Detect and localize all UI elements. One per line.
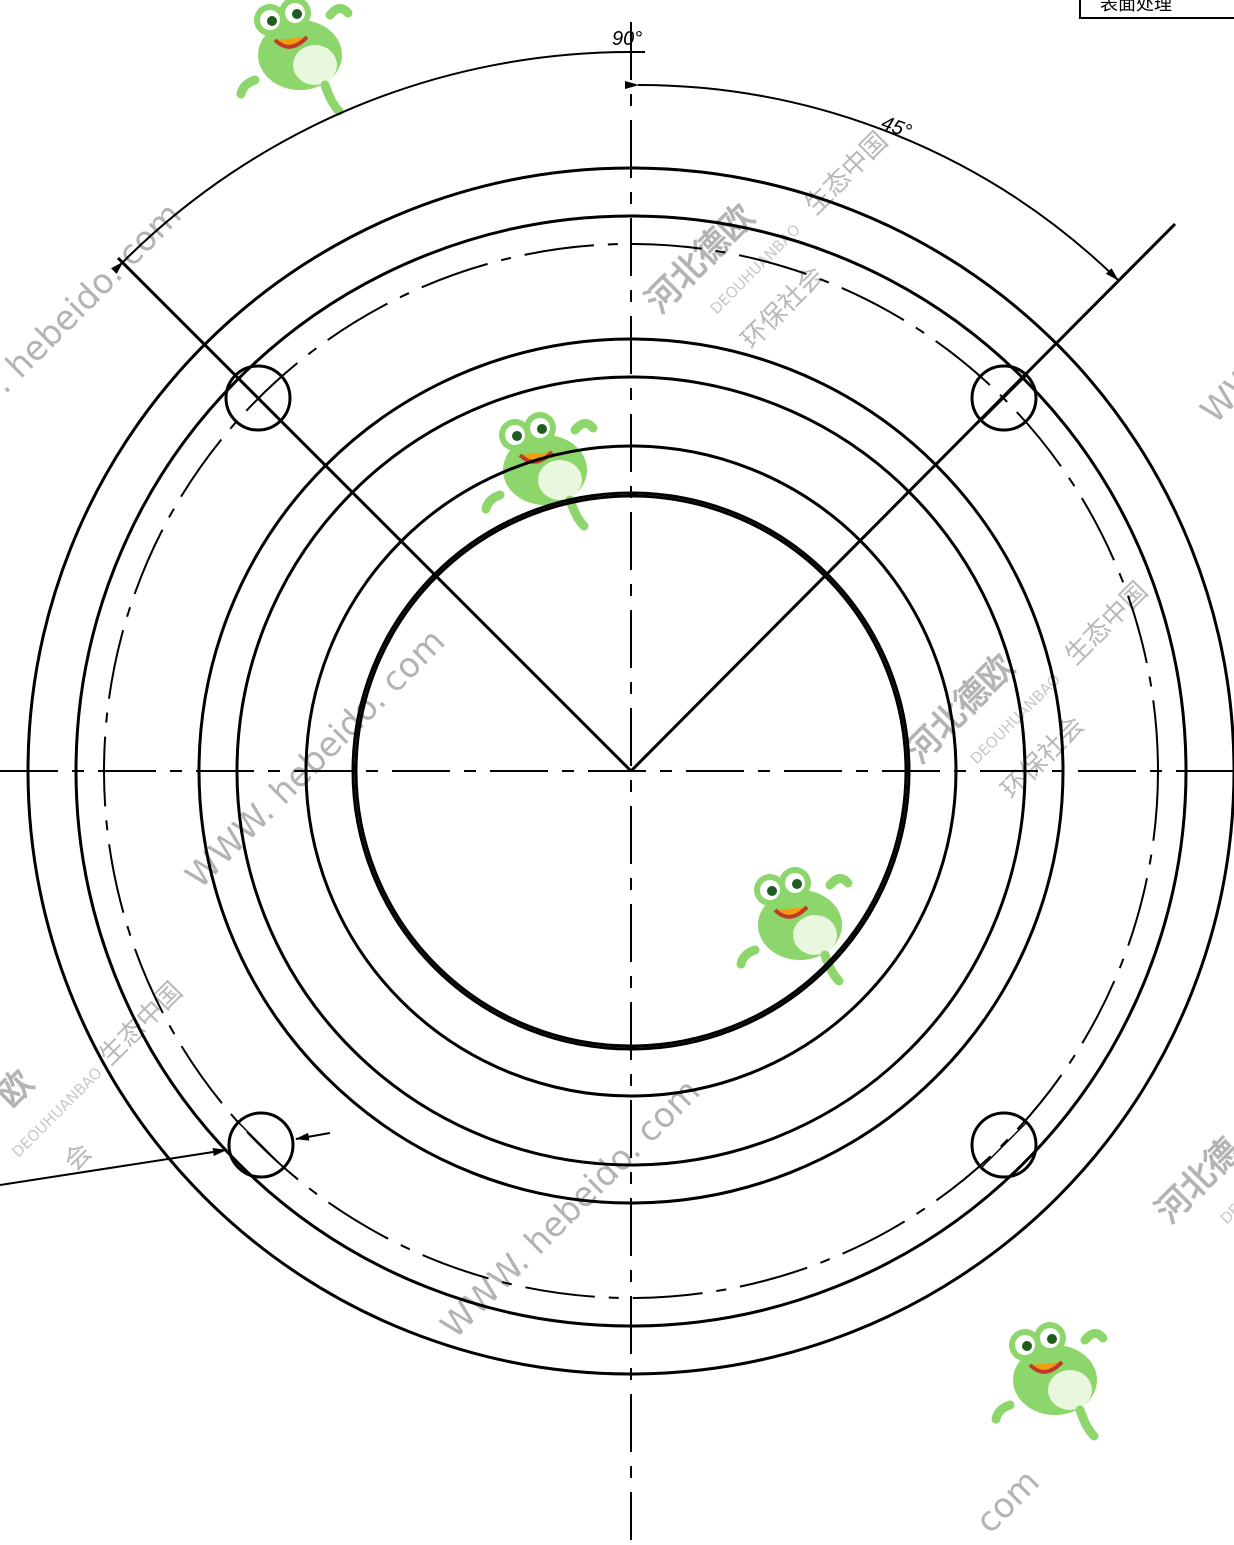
- bolt-holes: [224, 364, 1038, 1179]
- inner-bore-circle: [354, 494, 908, 1048]
- watermark-url-bottom: WWW. hebeido. com: [433, 1071, 708, 1346]
- title-block-label: 表面处理: [1100, 0, 1172, 15]
- frog-mascot-icon: [241, 0, 348, 111]
- dimension-arc-45: [624, 81, 1119, 281]
- watermark-slogan-3a: 生态中国: [94, 977, 189, 1072]
- raised-face-circle: [235, 375, 1027, 1167]
- watermark-fragment-left: 欧: [0, 1063, 42, 1115]
- watermark-fragment-edge: WW: [1193, 356, 1234, 432]
- bolt-hole-top-right: [970, 364, 1038, 432]
- radial-line-right: [629, 222, 1177, 773]
- dimension-90: [110, 50, 646, 275]
- groove-outer-circle: [304, 444, 958, 1098]
- bolt-hole-bottom-left: [227, 1111, 295, 1179]
- bolt-hole-bottom-right: [970, 1111, 1038, 1179]
- watermark-url-tail: com: [968, 1462, 1048, 1542]
- bolt-hole-top-left: [224, 364, 292, 432]
- title-block: 表面处理: [1079, 0, 1234, 19]
- centerlines: [0, 22, 1234, 1540]
- radial-lines: [116, 222, 1177, 773]
- hole-leader-tail: [295, 1132, 331, 1141]
- raised-face-outer-circle: [197, 337, 1065, 1205]
- groove-inner-circle: [351, 491, 911, 1051]
- hole-leader-line: [0, 1148, 227, 1186]
- dimension-45: [624, 81, 1119, 281]
- hole-leader: [0, 1132, 331, 1186]
- frog-mascot-icon: [996, 1322, 1103, 1436]
- watermark-brand-2: 河北德欧: [898, 647, 1022, 771]
- watermark-slogan-2a: 生态中国: [1059, 576, 1154, 671]
- angle-label-90: 90°: [612, 28, 642, 50]
- radial-line-left: [116, 256, 633, 773]
- dimension-arc-90: [110, 50, 632, 275]
- bolt-circle: [103, 243, 1159, 1299]
